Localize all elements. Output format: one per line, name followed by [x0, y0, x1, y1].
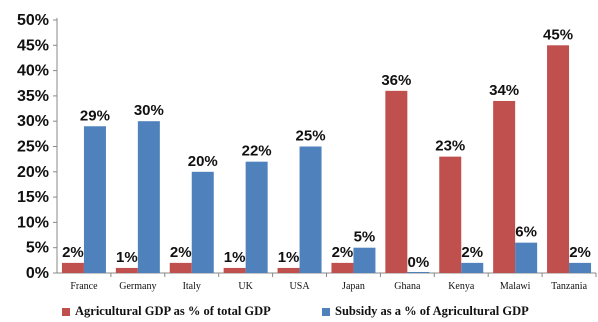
- data-label: 6%: [515, 224, 537, 241]
- bar-agri-gdp: [115, 267, 138, 273]
- bar-subsidy: [299, 146, 322, 273]
- bar-agri-gdp: [223, 267, 246, 273]
- data-label: 20%: [188, 153, 218, 170]
- data-label: 2%: [332, 244, 354, 261]
- data-label: 23%: [435, 138, 465, 155]
- y-tick-label: 50%: [17, 12, 49, 29]
- data-label: 30%: [134, 102, 164, 119]
- bar-agri-gdp: [331, 262, 354, 273]
- data-label: 25%: [296, 128, 326, 145]
- y-tick-label: 25%: [17, 139, 49, 156]
- x-tick-label: Italy: [183, 281, 201, 292]
- legend-swatch-subsidy: [322, 307, 330, 316]
- legend-item-subsidy: Subsidy as a % of Agricultural GDP: [322, 304, 529, 319]
- data-label: 5%: [354, 229, 376, 246]
- data-labels: 2% 1% 2% 1% 1% 2% 36% 23% 34% 45% 29% 30% 20% 22% 25% 5…: [62, 26, 591, 271]
- data-label: 2%: [170, 244, 192, 261]
- bar-subsidy: [83, 126, 106, 273]
- bar-subsidy: [137, 121, 160, 273]
- data-label: 1%: [116, 249, 138, 266]
- bar-subsidy: [515, 242, 538, 273]
- bar-subsidy: [569, 262, 592, 273]
- x-tick-label: Ghana: [394, 281, 421, 292]
- data-label: 22%: [242, 143, 272, 160]
- bar-agri-gdp: [493, 100, 516, 274]
- bar-agri-gdp: [169, 262, 192, 273]
- data-label: 36%: [381, 72, 411, 89]
- y-tick-label: 15%: [17, 189, 49, 206]
- y-tick-label: 20%: [17, 164, 49, 181]
- data-label: 1%: [278, 249, 300, 266]
- x-tick-label: Malawi: [500, 281, 531, 292]
- data-label: 1%: [224, 249, 246, 266]
- data-label: 0%: [408, 254, 430, 271]
- data-label: 2%: [569, 244, 591, 261]
- x-tick-label: USA: [290, 281, 311, 292]
- bars: [61, 45, 592, 274]
- bar-agri-gdp: [547, 45, 570, 273]
- x-tick-label: France: [70, 281, 98, 292]
- y-tick-label: 5%: [26, 240, 49, 257]
- y-tick-label: 0%: [26, 265, 49, 282]
- y-tick-label: 30%: [17, 113, 49, 130]
- data-label: 2%: [62, 244, 84, 261]
- data-label: 2%: [461, 244, 483, 261]
- axes: 0% 5% 10% 15% 20% 25% 30% 35% 40% 45% 50% France Ger…: [17, 12, 597, 292]
- data-label: 45%: [543, 26, 573, 43]
- x-tick-label: Germany: [119, 281, 156, 292]
- legend: Agricultural GDP as % of total GDP Subsi…: [62, 304, 598, 320]
- legend-swatch-agri-gdp: [62, 307, 70, 316]
- y-tick-label: 35%: [17, 88, 49, 105]
- legend-item-agri-gdp: Agricultural GDP as % of total GDP: [62, 304, 271, 319]
- bar-agri-gdp: [61, 262, 84, 273]
- bar-subsidy: [461, 262, 484, 273]
- bar-agri-gdp: [439, 156, 462, 273]
- x-tick-label: Kenya: [448, 281, 475, 292]
- x-tick-label: Japan: [342, 281, 365, 292]
- legend-label-agri-gdp: Agricultural GDP as % of total GDP: [75, 304, 271, 318]
- chart: 0% 5% 10% 15% 20% 25% 30% 35% 40% 45% 50% France Ger…: [17, 12, 597, 292]
- y-tick-label: 45%: [17, 37, 49, 54]
- bar-agri-gdp: [277, 267, 300, 273]
- bar-subsidy: [407, 272, 430, 273]
- bar-subsidy: [245, 161, 268, 273]
- data-label: 34%: [489, 82, 519, 99]
- legend-label-subsidy: Subsidy as a % of Agricultural GDP: [335, 304, 529, 318]
- x-tick-label: Tanzania: [551, 281, 588, 292]
- y-tick-label: 40%: [17, 63, 49, 80]
- bar-subsidy: [191, 171, 214, 273]
- data-label: 29%: [80, 107, 110, 124]
- bar-agri-gdp: [385, 90, 408, 273]
- y-tick-label: 10%: [17, 214, 49, 231]
- bar-subsidy: [353, 247, 376, 273]
- x-tick-label: UK: [238, 281, 253, 292]
